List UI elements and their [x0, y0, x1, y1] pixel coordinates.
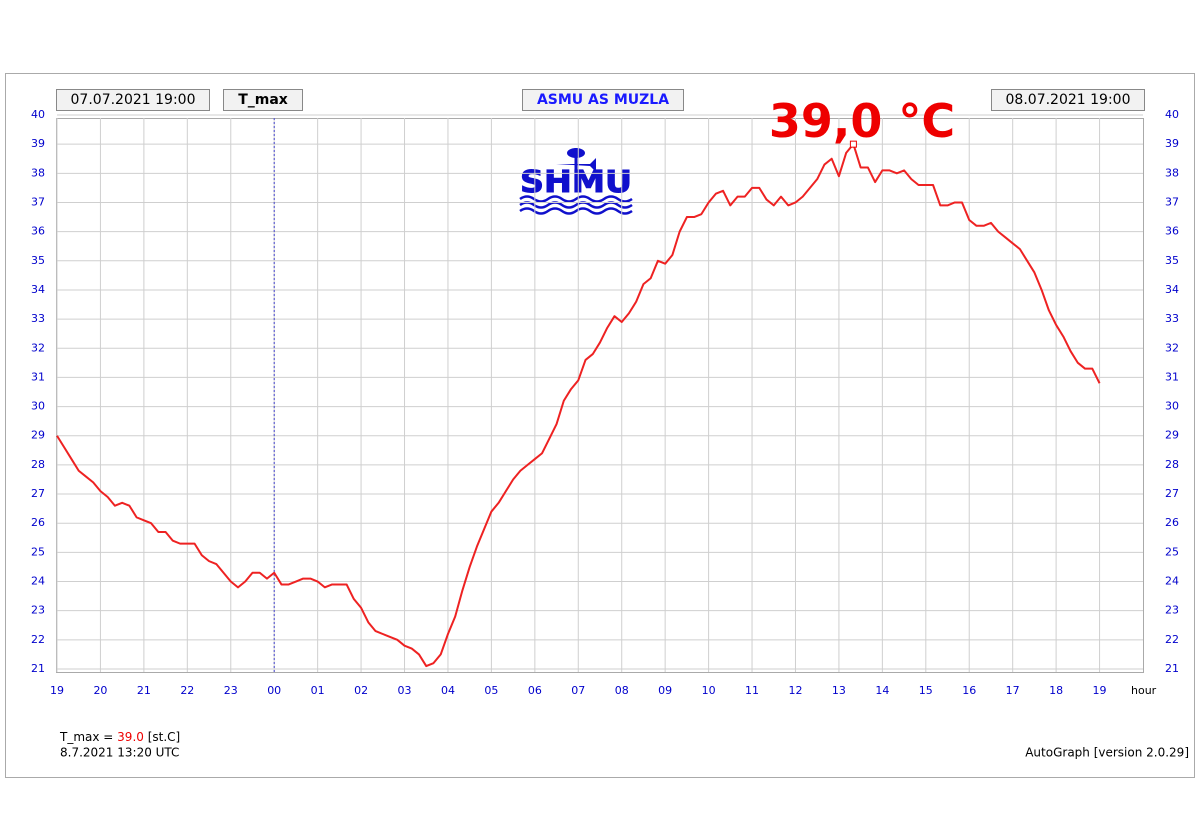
x-tick-label: 02: [354, 684, 368, 697]
x-tick-label: 16: [962, 684, 976, 697]
x-tick-label: 13: [832, 684, 846, 697]
y2-tick-label: 29: [1165, 429, 1179, 442]
y-tick-label: 37: [31, 195, 45, 208]
end-box: [991, 89, 1145, 111]
y2-tick-label: 24: [1165, 575, 1179, 588]
y2-tick-label: 36: [1165, 225, 1179, 238]
y-tick-label: 31: [31, 370, 45, 383]
y-tick-label: 27: [31, 487, 45, 500]
x-tick-label: 08: [615, 684, 629, 697]
footer-line: T_max = 39.0 [st.C]: [59, 730, 180, 744]
element-label: T_max: [238, 92, 288, 108]
y2-tick-label: 27: [1165, 487, 1179, 500]
y-tick-label: 34: [31, 283, 45, 296]
y-tick-label: 28: [31, 458, 45, 471]
max-label: 39,0 °C: [769, 94, 955, 148]
x-tick-label: 01: [311, 684, 325, 697]
footer-prefix: T_max =: [59, 730, 113, 744]
y2-tick-label: 35: [1165, 254, 1179, 267]
y2-tick-label: 37: [1165, 195, 1179, 208]
start-label: 07.07.2021 19:00: [71, 92, 196, 108]
x-tick-label: 19: [50, 684, 64, 697]
end-label: 08.07.2021 19:00: [1006, 92, 1131, 108]
y2-tick-label: 22: [1165, 633, 1179, 646]
x-tick-label: 15: [919, 684, 933, 697]
x-tick-label: 20: [93, 684, 107, 697]
x-tick-label: 10: [702, 684, 716, 697]
y-tick-label: 21: [31, 662, 45, 675]
x-tick-label: 18: [1049, 684, 1063, 697]
x-tick-label: 00: [267, 684, 281, 697]
max-marker: [849, 140, 857, 148]
x-tick-label: 11: [745, 684, 759, 697]
y-tick-label: 24: [31, 575, 45, 588]
frame: [5, 73, 1195, 778]
y-tick-label: 23: [31, 604, 45, 617]
x-tick-label: 14: [875, 684, 889, 697]
y-tick-label: 25: [31, 545, 45, 558]
y-tick-label: 26: [31, 516, 45, 529]
logo-cups: [567, 148, 585, 158]
station-label: ASMU AS MUZLA: [537, 92, 669, 108]
y2-tick-label: 30: [1165, 400, 1179, 413]
station-box: [522, 89, 684, 111]
x-tick-label: 23: [224, 684, 238, 697]
y-tick-label: 30: [31, 400, 45, 413]
y2-tick-label: 26: [1165, 516, 1179, 529]
y-tick-label: 32: [31, 341, 45, 354]
y2-tick-label: 32: [1165, 341, 1179, 354]
x-tick-label: 04: [441, 684, 455, 697]
start-box: [56, 89, 210, 111]
y2-tick-label: 25: [1165, 545, 1179, 558]
y-tick-label: 29: [31, 429, 45, 442]
y2-tick-label: 23: [1165, 604, 1179, 617]
x-tick-label: 05: [484, 684, 498, 697]
footer-time: 8.7.2021 13:20 UTC: [60, 746, 179, 760]
y-tick-label: 33: [31, 312, 45, 325]
y2-tick-label: 31: [1165, 370, 1179, 383]
x-tick-label: 22: [180, 684, 194, 697]
y-tick-label: 39: [31, 137, 45, 150]
x-tick-label: 06: [528, 684, 542, 697]
y2-tick-label: 39: [1165, 137, 1179, 150]
y-tick-label: 36: [31, 225, 45, 238]
logo: SHMU: [519, 148, 633, 215]
x-tick-label: 03: [398, 684, 412, 697]
y2-tick-label: 40: [1165, 108, 1179, 121]
footer-unit: [st.C]: [148, 730, 181, 744]
y-tick-label: 22: [31, 633, 45, 646]
logo-text: SHMU: [520, 165, 632, 200]
x-tick-label: 07: [571, 684, 585, 697]
x-axis-label: hour: [1131, 684, 1157, 697]
x-tick-label: 19: [1093, 684, 1107, 697]
x-tick-label: 09: [658, 684, 672, 697]
temperature-line: [56, 143, 1101, 668]
y2-tick-label: 33: [1165, 312, 1179, 325]
y2-tick-label: 38: [1165, 166, 1179, 179]
footer-version: AutoGraph [version 2.0.29]: [1025, 746, 1189, 760]
y-tick-label: 38: [31, 166, 45, 179]
y2-tick-label: 28: [1165, 458, 1179, 471]
grid: [56, 114, 1143, 672]
logo-vane: [556, 158, 596, 172]
x-tick-label: 17: [1006, 684, 1020, 697]
x-tick-label: 12: [788, 684, 802, 697]
x-tick-label: 21: [137, 684, 151, 697]
y-tick-label: 40: [31, 108, 45, 121]
footer-value: 39.0: [117, 730, 144, 744]
y2-tick-label: 21: [1165, 662, 1179, 675]
y2-tick-label: 34: [1165, 283, 1179, 296]
element-box: [223, 89, 303, 111]
y-tick-label: 35: [31, 254, 45, 267]
